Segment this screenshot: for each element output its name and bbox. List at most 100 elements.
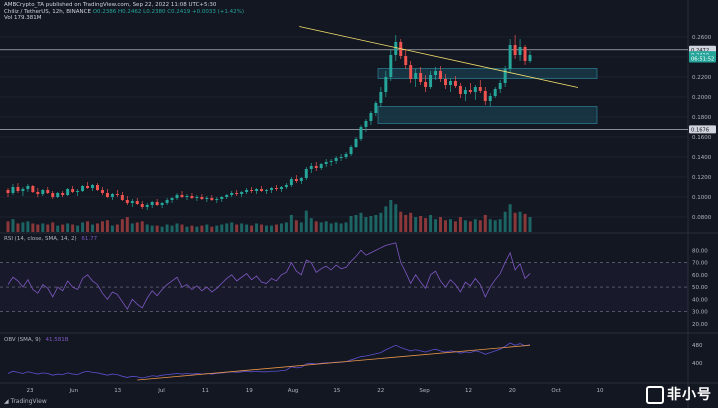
candle-body [120, 195, 124, 200]
candle-body [230, 193, 234, 195]
candle-body [329, 161, 333, 162]
candle-body [274, 188, 278, 189]
candle-body [309, 166, 313, 169]
candle-body [384, 77, 388, 92]
volume-bar [36, 224, 40, 232]
candle-body [324, 162, 328, 164]
volume-bar [324, 221, 328, 232]
descending-trendline [299, 26, 579, 88]
y-tick-label: 0.1800 [692, 115, 712, 121]
candle-body [71, 189, 75, 192]
watermark-text: 非小号 [667, 387, 712, 403]
candle-body [260, 189, 264, 191]
y-tick-label: 0.0800 [692, 215, 712, 221]
volume-bar [518, 211, 522, 232]
candle-body [359, 127, 363, 139]
volume-bar [140, 221, 144, 232]
volume-bar [424, 218, 428, 232]
rsi-label: RSI (14, close, SMA, 14, 2) [4, 236, 77, 242]
volume-bar [125, 217, 129, 232]
candle-body [279, 187, 283, 189]
candle-body [26, 186, 30, 189]
candle-body [115, 194, 119, 195]
candle-body [185, 196, 189, 197]
volume-bar [429, 214, 433, 232]
volume-bar [488, 219, 492, 232]
tradingview-brand[interactable]: ◢ TradingView [4, 398, 47, 405]
candle-body [225, 195, 229, 197]
y-tick-label: 0.2000 [692, 95, 712, 101]
rsi-tick-label: 60.00 [692, 273, 708, 279]
obv-tick-label: 480 [692, 343, 703, 349]
volume-bar [458, 217, 462, 232]
rsi-tick-label: 80.00 [692, 248, 708, 254]
volume-bar [46, 224, 50, 232]
tradingview-logo-icon: ◢ [4, 398, 11, 405]
rsi-legend[interactable]: RSI (14, close, SMA, 14, 2) 61.77 [4, 236, 97, 242]
volume-bar [150, 225, 154, 232]
publish-info: AMBCrypto_TA published on TradingView.co… [4, 2, 217, 8]
volume-bar [86, 221, 90, 232]
volume-bar [523, 213, 527, 232]
candle-body [488, 96, 492, 101]
volume-bar [339, 223, 343, 232]
support-zone [377, 106, 598, 124]
volume-bar [284, 222, 288, 232]
volume-bar [51, 222, 55, 232]
candle-body [314, 166, 318, 168]
x-tick-label: 22 [377, 388, 384, 394]
ohlc-values: O0.2386 H0.2462 L0.2380 C0.2419 +0.0033 … [92, 9, 245, 15]
volume-bar [394, 204, 398, 232]
x-tick-label: 10 [597, 388, 604, 394]
rsi-tick-label: 70.00 [692, 261, 708, 267]
candle-body [250, 190, 254, 191]
x-tick-label: Aug [288, 388, 299, 394]
volume-bar [448, 219, 452, 232]
candle-body [518, 47, 522, 55]
x-tick-label: Sep [419, 388, 430, 394]
x-tick-label: 20 [509, 388, 516, 394]
volume-bar [100, 221, 104, 232]
volume-label: Vol 179.381M [4, 15, 42, 21]
volume-bar [16, 223, 20, 232]
candle-body [195, 197, 199, 198]
x-tick-label: 23 [27, 388, 34, 394]
candle-body [36, 192, 40, 194]
candle-body [344, 154, 348, 157]
volume-bar [498, 219, 502, 232]
volume-bar [468, 221, 472, 232]
volume-bar [294, 220, 298, 232]
volume-bar [359, 212, 363, 232]
obv-line [7, 342, 531, 379]
candle-body [448, 81, 452, 85]
volume-bar [215, 225, 219, 232]
volume-bar [76, 225, 80, 232]
candle-body [140, 204, 144, 207]
candle-body [215, 199, 219, 200]
candle-body [205, 198, 209, 199]
candle-body [41, 190, 45, 194]
symbol-title[interactable]: Chiliz / TetherUS, 12h, BINANCE [4, 9, 91, 15]
volume-bar [190, 225, 194, 232]
volume-bar [41, 223, 45, 232]
volume-bar [160, 226, 164, 232]
price-tag-label: 06:51:52 [691, 57, 714, 63]
obv-legend[interactable]: OBV (SMA, 9) 41.581B [4, 337, 69, 343]
volume-bar [279, 223, 283, 232]
volume-bar [473, 219, 477, 232]
volume-bar [91, 224, 95, 232]
candle-body [145, 205, 149, 207]
volume-bar [185, 226, 189, 232]
candle-body [508, 45, 512, 69]
volume-bar [389, 200, 393, 232]
volume-bar [225, 223, 229, 232]
volume-bar [349, 216, 353, 232]
volume-bar [120, 219, 124, 232]
candle-body [364, 121, 368, 127]
candle-body [468, 90, 472, 92]
volume-bar [195, 226, 199, 232]
candle-body [409, 65, 413, 79]
candle-body [66, 189, 70, 195]
candle-body [354, 139, 358, 147]
